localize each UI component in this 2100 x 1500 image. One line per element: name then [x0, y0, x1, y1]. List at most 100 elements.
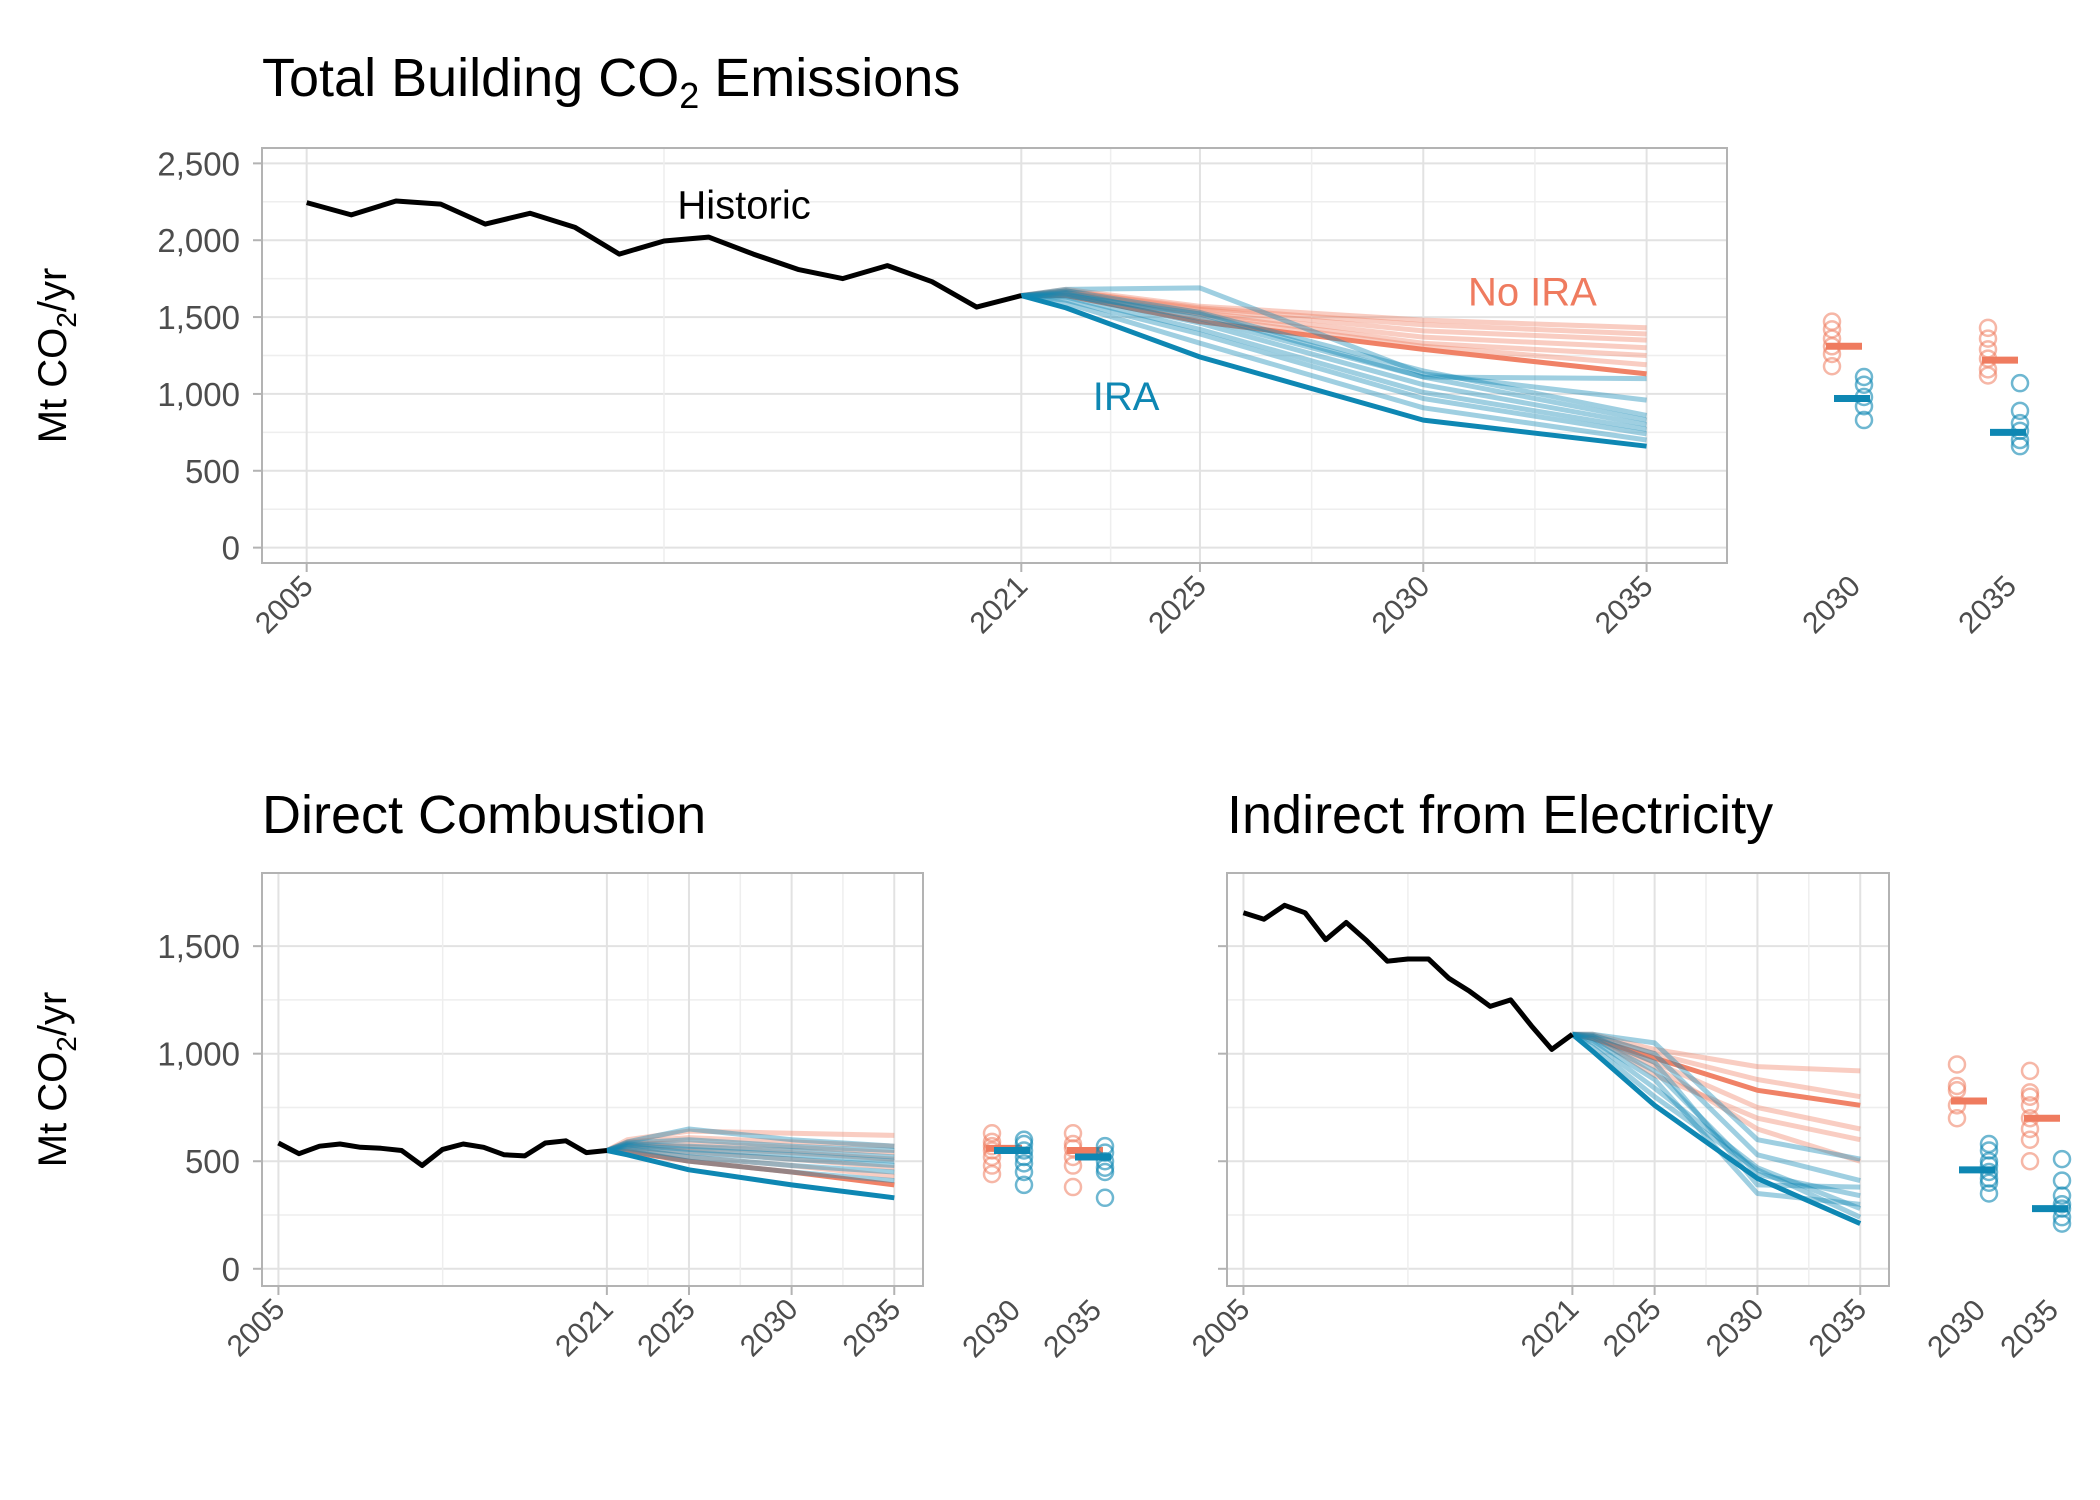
- ira-run-line: [606, 1145, 895, 1175]
- no-ira-run-line: [606, 1144, 895, 1171]
- no-ira-run-point: [982, 1124, 1002, 1143]
- ira-run-point: [1095, 1143, 1115, 1162]
- ira-run-line: [1570, 1032, 1862, 1226]
- plot-border: [261, 147, 1728, 564]
- y-tick-label: 500: [185, 1143, 240, 1180]
- plot-background: [1227, 873, 1889, 1286]
- ira-run-line: [1572, 1031, 1861, 1184]
- ira-run-line: [1021, 293, 1648, 432]
- no-ira-run-line: [1572, 1031, 1861, 1143]
- x-tick-label: 2005: [221, 1293, 292, 1364]
- ira-run-line: [1571, 1031, 1861, 1199]
- no-ira-run-point: [1978, 329, 1998, 348]
- no-ira-run-point: [1947, 1055, 1967, 1074]
- chart-title: Total Building CO2 Emissions: [262, 48, 960, 116]
- no-ira-run-point: [1063, 1124, 1083, 1143]
- y-tick-label: 1,500: [157, 299, 240, 336]
- direct-combustion-panel: Direct Combustion 0 500 1,000 1,500 Mt CO2/yr…: [31, 785, 1115, 1365]
- plot-background: [262, 873, 923, 1286]
- x-tick-label: 2025: [1142, 570, 1213, 641]
- y-axis-label-subscript: 2: [51, 1036, 82, 1052]
- ira-run-line: [1571, 1031, 1861, 1207]
- ira-run-point: [1854, 375, 1874, 394]
- no-ira-run-line: [605, 1135, 895, 1153]
- y-tick-label: 1,000: [157, 1036, 240, 1073]
- summary-x-tick-label: 2035: [1037, 1294, 1108, 1365]
- no-ira-run-line: [1021, 290, 1647, 358]
- total-emissions-panel: Total Building CO2 Emissions 0 500 1,000 1,5…: [31, 48, 2030, 641]
- ira-run-point: [1095, 1188, 1115, 1208]
- no-ira-run-line: [1021, 288, 1647, 337]
- ira-run-point: [2052, 1149, 2072, 1169]
- no-ira-run-line: [1572, 1031, 1861, 1164]
- chart-title-text: Indirect from Electricity: [1227, 785, 1773, 845]
- summary-x-tick-label: 2030: [1796, 570, 1867, 641]
- no-ira-run-line: [1021, 293, 1647, 377]
- no-ira-run-line: [1572, 1031, 1861, 1100]
- plot-border: [1226, 872, 1890, 1287]
- y-axis-label-text: Mt CO: [31, 1052, 75, 1168]
- ira-run-line: [1020, 285, 1647, 403]
- historic-line: [306, 198, 1022, 310]
- ira-run-line: [606, 1148, 895, 1184]
- x-tick-label: 2021: [964, 570, 1035, 641]
- ira-run-line: [1020, 293, 1647, 449]
- no-ira-run-line: [1571, 1031, 1861, 1108]
- ira-run-line: [1021, 293, 1647, 437]
- x-tick-label: 2030: [1366, 570, 1437, 641]
- ira-run-line: [1571, 1032, 1862, 1220]
- no-ira-run-line: [1021, 290, 1647, 351]
- y-tick-label: 1,500: [157, 928, 240, 965]
- y-tick-label: 1,000: [157, 376, 240, 413]
- no-ira-run-point: [2020, 1096, 2040, 1115]
- no-ira-run-point: [2020, 1130, 2040, 1149]
- no-ira-run-point: [2020, 1083, 2040, 1102]
- chart-title-suffix: Emissions: [699, 48, 960, 108]
- y-axis-label-suffix: /yr: [31, 992, 75, 1036]
- ira-run-point: [2052, 1171, 2072, 1190]
- y-tick-label: 0: [222, 530, 240, 567]
- no-ira-run-point: [2020, 1151, 2040, 1171]
- ira-run-line: [1020, 293, 1647, 443]
- y-axis-label: Mt CO2/yr: [31, 992, 82, 1168]
- x-tick-label: 2005: [249, 570, 320, 641]
- ira-run-line: [606, 1143, 895, 1168]
- ira-run-point: [2010, 401, 2030, 421]
- chart-title: Indirect from Electricity: [1227, 785, 1773, 845]
- x-tick-label: 2025: [631, 1293, 702, 1364]
- ira-run-line: [606, 1142, 895, 1164]
- y-tick-label: 0: [222, 1251, 240, 1288]
- x-tick-label: 2035: [837, 1293, 908, 1364]
- no-ira-run-line: [606, 1142, 895, 1162]
- ira-run-line: [1572, 1031, 1861, 1162]
- x-tick-label: 2030: [1700, 1293, 1771, 1364]
- no-ira-run-point: [1822, 357, 1842, 376]
- no-ira-run-point: [1063, 1177, 1083, 1197]
- ira-run-point: [1854, 410, 1874, 430]
- chart-title-text: Direct Combustion: [262, 785, 706, 845]
- ira-run-line: [606, 1141, 895, 1160]
- x-tick-label: 2035: [1589, 570, 1660, 641]
- historic-line: [277, 1138, 608, 1168]
- no-ira-run-point: [2020, 1061, 2040, 1081]
- y-axis-label-text: Mt CO: [31, 328, 75, 444]
- ira-run-line: [605, 1126, 895, 1153]
- ira-run-line: [1021, 291, 1648, 428]
- chart-title-subscript: 2: [679, 75, 699, 116]
- summary-x-tick-label: 2030: [1921, 1294, 1992, 1365]
- ira-run-line: [1572, 1031, 1861, 1190]
- no-ira-run-point: [1978, 318, 1998, 338]
- no-ira-run-point: [1947, 1108, 1967, 1128]
- ira-run-line: [1021, 290, 1648, 423]
- y-tick-label: 500: [185, 453, 240, 490]
- historic-line: [1242, 902, 1574, 1052]
- ira-run-point: [2052, 1195, 2072, 1214]
- y-tick-label: 2,000: [157, 222, 240, 259]
- no-ira-run-line: [1021, 291, 1647, 368]
- no-ira-run-point: [1822, 312, 1842, 331]
- x-tick-label: 2030: [734, 1293, 805, 1364]
- y-axis-label-suffix: /yr: [31, 268, 75, 312]
- ira-run-point: [1854, 367, 1874, 387]
- no-ira-run-point: [1822, 320, 1842, 339]
- ira-run-point: [1979, 1134, 1999, 1154]
